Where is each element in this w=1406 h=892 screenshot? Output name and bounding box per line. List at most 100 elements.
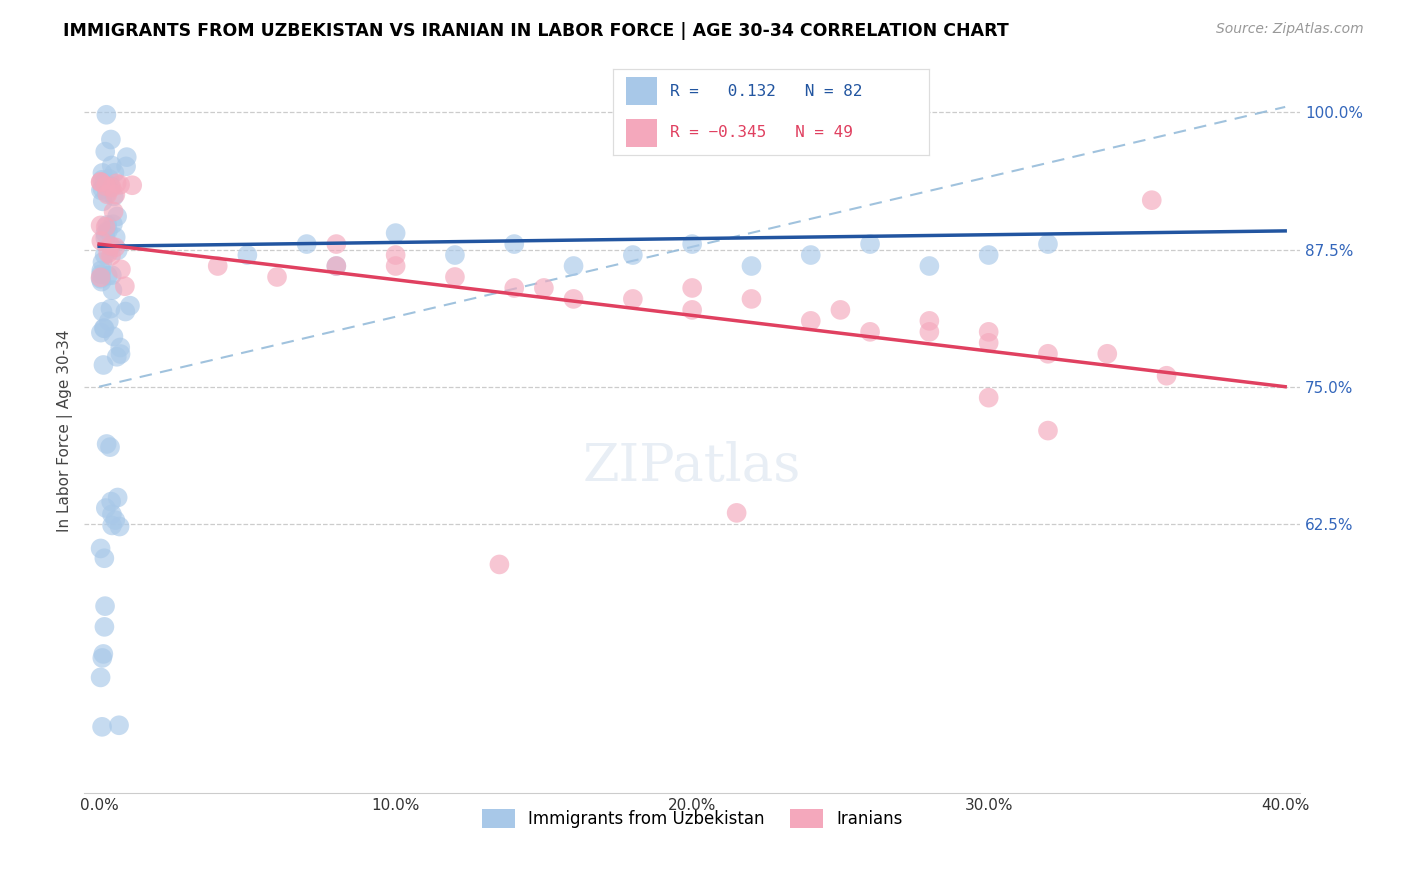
Point bbox=[100, 238, 122, 252]
Point bbox=[108, 718, 131, 732]
Point bbox=[444, 270, 467, 285]
Point bbox=[977, 325, 1000, 339]
Point bbox=[115, 160, 138, 174]
Point bbox=[90, 541, 112, 556]
Point bbox=[93, 321, 115, 335]
Point bbox=[503, 237, 526, 252]
Point bbox=[110, 262, 132, 277]
Point bbox=[104, 230, 127, 244]
Y-axis label: In Labor Force | Age 30-34: In Labor Force | Age 30-34 bbox=[58, 329, 73, 532]
Point bbox=[100, 239, 122, 253]
Point bbox=[91, 172, 114, 186]
Point bbox=[90, 267, 112, 281]
Point bbox=[1036, 424, 1059, 438]
Point bbox=[121, 178, 143, 193]
Point bbox=[918, 325, 941, 339]
Point bbox=[740, 259, 762, 273]
Point bbox=[118, 299, 141, 313]
Point bbox=[859, 325, 882, 339]
Point bbox=[1140, 193, 1163, 207]
Point bbox=[94, 501, 117, 516]
Point bbox=[100, 301, 122, 316]
Point bbox=[101, 217, 124, 231]
Point bbox=[977, 391, 1000, 405]
Point bbox=[1036, 237, 1059, 252]
Point bbox=[105, 176, 128, 190]
Point bbox=[107, 491, 129, 505]
Point bbox=[444, 248, 467, 262]
Point bbox=[1036, 347, 1059, 361]
Point bbox=[621, 248, 644, 262]
Point bbox=[90, 670, 112, 684]
Point bbox=[108, 178, 131, 192]
Point bbox=[90, 183, 112, 197]
Text: IMMIGRANTS FROM UZBEKISTAN VS IRANIAN IN LABOR FORCE | AGE 30-34 CORRELATION CHA: IMMIGRANTS FROM UZBEKISTAN VS IRANIAN IN… bbox=[63, 22, 1010, 40]
Point bbox=[96, 187, 118, 202]
Text: Source: ZipAtlas.com: Source: ZipAtlas.com bbox=[1216, 22, 1364, 37]
Point bbox=[94, 227, 117, 241]
Point bbox=[105, 210, 128, 224]
Point bbox=[90, 272, 112, 286]
Point bbox=[107, 244, 129, 258]
Point bbox=[621, 292, 644, 306]
Point bbox=[325, 259, 347, 273]
Point bbox=[114, 304, 136, 318]
Point bbox=[800, 314, 823, 328]
Point bbox=[98, 172, 121, 186]
Point bbox=[93, 248, 115, 262]
Point bbox=[100, 159, 122, 173]
Point bbox=[97, 224, 120, 238]
Point bbox=[97, 246, 120, 260]
Point bbox=[91, 255, 114, 269]
Point bbox=[96, 437, 118, 451]
Point bbox=[103, 189, 125, 203]
Point bbox=[90, 175, 112, 189]
Point bbox=[90, 270, 112, 285]
Point bbox=[977, 248, 1000, 262]
Point bbox=[918, 259, 941, 273]
Point bbox=[101, 518, 124, 533]
Point bbox=[93, 620, 115, 634]
Point bbox=[325, 259, 347, 273]
Point bbox=[681, 302, 703, 317]
Point bbox=[91, 651, 114, 665]
Point bbox=[100, 132, 122, 146]
Point bbox=[859, 237, 882, 252]
Point bbox=[93, 321, 115, 335]
Point bbox=[325, 237, 347, 252]
Point bbox=[562, 259, 585, 273]
Point bbox=[90, 175, 112, 189]
Point bbox=[236, 248, 259, 262]
Point bbox=[98, 440, 121, 454]
Point bbox=[93, 551, 115, 566]
Point bbox=[110, 347, 132, 361]
Point bbox=[115, 150, 138, 164]
Point bbox=[681, 237, 703, 252]
Point bbox=[114, 279, 136, 293]
Point bbox=[103, 166, 125, 180]
Point bbox=[918, 314, 941, 328]
Point bbox=[533, 281, 555, 295]
Point bbox=[266, 270, 288, 285]
Point bbox=[93, 174, 115, 188]
Point bbox=[91, 194, 114, 209]
Point bbox=[96, 218, 118, 232]
Point bbox=[384, 259, 406, 273]
Point bbox=[830, 302, 852, 317]
Point bbox=[108, 519, 131, 533]
Point bbox=[562, 292, 585, 306]
Point bbox=[91, 304, 114, 318]
Point bbox=[101, 268, 124, 283]
Point bbox=[503, 281, 526, 295]
Point bbox=[97, 268, 120, 283]
Point bbox=[104, 187, 127, 202]
Point bbox=[488, 558, 510, 572]
Point bbox=[681, 281, 703, 295]
Point bbox=[90, 219, 112, 233]
Point bbox=[94, 231, 117, 245]
Point bbox=[104, 513, 127, 527]
Point bbox=[90, 326, 112, 340]
Point bbox=[98, 178, 121, 193]
Point bbox=[384, 226, 406, 240]
Point bbox=[977, 335, 1000, 350]
